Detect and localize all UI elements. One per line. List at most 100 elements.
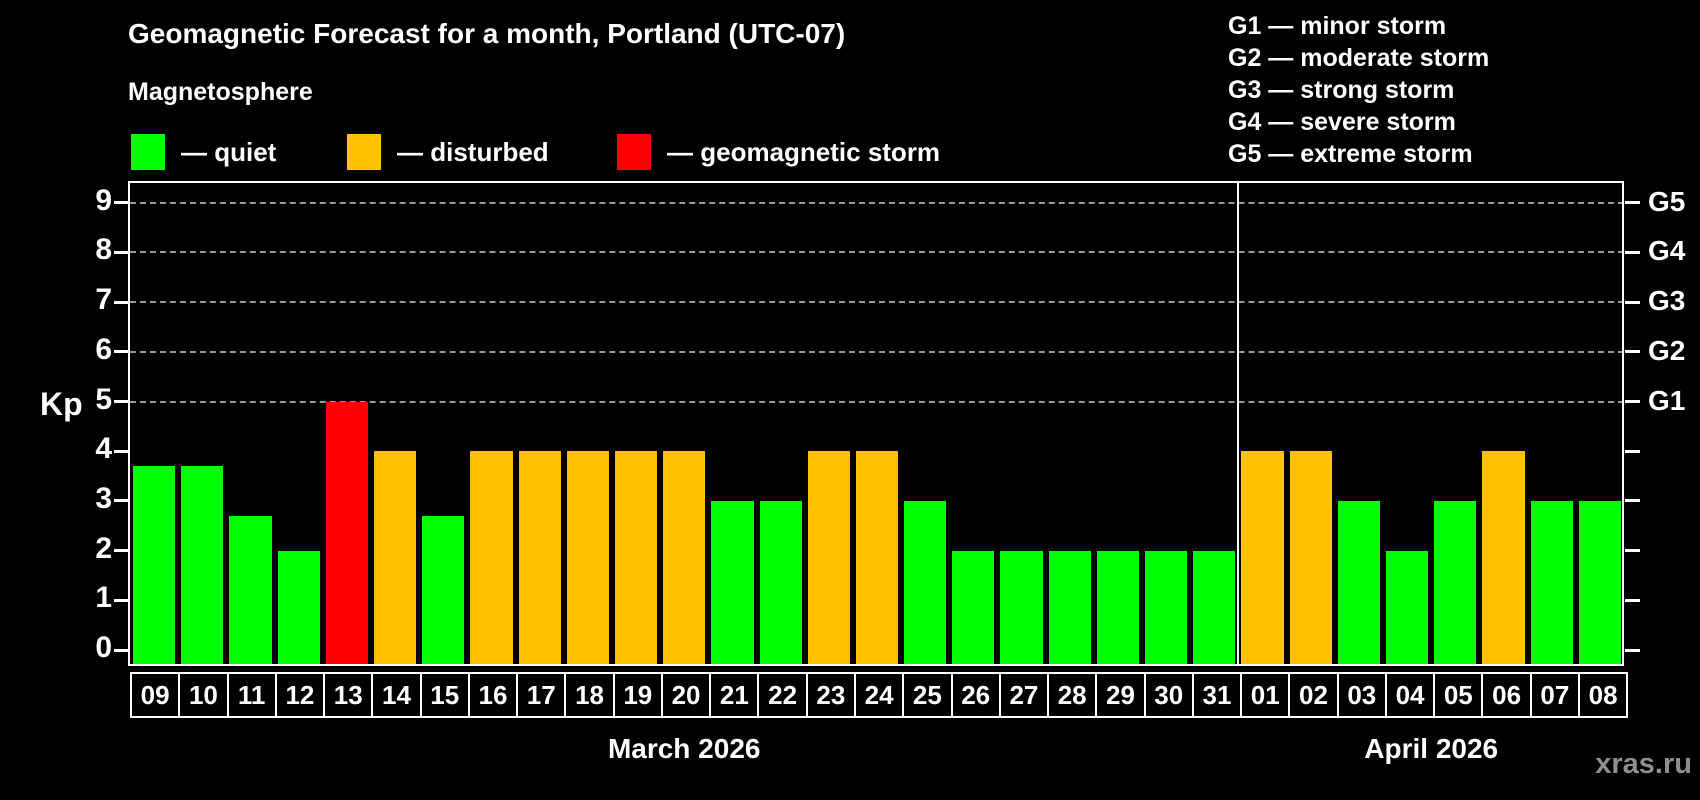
x-axis-day-row: 09 10 11 12 13 14 15 16 17 18 19 20 21 22 23 24 25 26 27 28… [130, 672, 1628, 718]
day-label-march-15: 15 [422, 674, 470, 716]
bar-march-09 [133, 466, 176, 664]
y-axis-tick-label-4: 4 [95, 432, 112, 466]
month-label-march: March 2026 [607, 733, 761, 764]
day-label-march-11: 11 [229, 674, 277, 716]
y-axis-tick-2 [114, 549, 129, 553]
gridline-kp6 [130, 350, 1624, 353]
gridline-kp9 [130, 201, 1624, 204]
day-label-march-09: 09 [132, 674, 181, 716]
y-axis-tick-7 [114, 300, 129, 304]
bar-april-06 [1482, 451, 1525, 664]
bar-march-10 [181, 466, 224, 664]
watermark: xras.ru [1595, 748, 1692, 780]
bar-march-21 [711, 500, 754, 664]
bar-april-07 [1530, 500, 1573, 664]
day-label-march-18: 18 [566, 674, 615, 716]
g-scale-label-g2: G2 [1648, 334, 1686, 366]
storm-scale-legend: G1 — minor storm G2 — moderate storm G3 — … [1228, 10, 1489, 170]
bar-march-12 [277, 550, 320, 664]
y-axis-tick-label-1: 1 [95, 581, 112, 615]
y-axis-tick-0 [114, 648, 129, 652]
right-axis-tick-3 [1625, 499, 1640, 503]
storm-scale-item-g1: G1 — minor storm [1228, 12, 1447, 40]
right-axis-tick-6 [1625, 350, 1640, 354]
day-label-march-28: 28 [1049, 674, 1098, 716]
right-axis-tick-9 [1625, 201, 1640, 205]
g-scale-label-g5: G5 [1648, 185, 1686, 217]
day-label-april-07: 07 [1532, 674, 1580, 716]
y-axis-tick-label-0: 0 [95, 631, 112, 664]
day-label-april-06: 06 [1483, 674, 1532, 716]
legend-label-quiet: — quiet [181, 136, 277, 167]
bar-march-16 [470, 451, 513, 664]
bar-march-19 [614, 451, 658, 664]
day-label-march-31: 31 [1194, 674, 1243, 716]
legend-item-storm: — geomagnetic storm [617, 134, 940, 170]
day-label-march-19: 19 [615, 674, 663, 716]
bar-march-25 [904, 500, 947, 664]
gridline-kp5 [130, 400, 1624, 403]
y-axis-tick-label-2: 2 [95, 531, 112, 565]
y-axis-tick-1 [114, 598, 129, 602]
bar-march-15 [422, 515, 465, 664]
bar-march-28 [1048, 550, 1091, 664]
day-label-march-22: 22 [759, 674, 808, 716]
day-label-march-26: 26 [953, 674, 1001, 716]
day-label-march-23: 23 [808, 674, 856, 716]
magnetosphere-label: Magnetosphere [128, 78, 313, 106]
day-label-march-30: 30 [1146, 674, 1194, 716]
day-label-march-17: 17 [518, 674, 567, 716]
day-label-march-12: 12 [277, 674, 326, 716]
y-axis-tick-label-9: 9 [95, 183, 112, 217]
bar-march-17 [518, 451, 561, 664]
bar-march-11 [229, 515, 272, 664]
bar-march-30 [1145, 550, 1188, 664]
y-axis-tick-label-7: 7 [95, 283, 112, 317]
bar-april-04 [1386, 550, 1429, 664]
day-label-april-02: 02 [1290, 674, 1339, 716]
month-label-april: April 2026 [1364, 733, 1499, 764]
legend-swatch-quiet [131, 134, 165, 170]
day-label-march-24: 24 [856, 674, 905, 716]
day-label-march-10: 10 [180, 674, 229, 716]
g-scale-label-g3: G3 [1648, 285, 1686, 317]
storm-scale-item-g4: G4 — severe storm [1228, 108, 1456, 136]
y-axis-tick-6 [114, 350, 129, 354]
bar-march-18 [566, 451, 609, 664]
y-axis-tick-3 [114, 499, 129, 503]
bar-march-31 [1193, 550, 1236, 664]
right-axis-tick-5 [1625, 400, 1640, 403]
day-label-march-20: 20 [663, 674, 712, 716]
bar-march-29 [1096, 550, 1140, 664]
bar-april-03 [1337, 500, 1381, 664]
bar-march-13 [325, 401, 368, 664]
y-axis-tick-label-8: 8 [95, 233, 112, 267]
gridline-kp8 [130, 251, 1624, 254]
legend-item-quiet: — quiet [131, 134, 276, 170]
bar-april-01 [1241, 451, 1284, 664]
y-axis-tick-9 [114, 201, 129, 205]
legend-label-disturbed: — disturbed [397, 136, 549, 167]
y-axis-tick-label-6: 6 [95, 332, 112, 366]
bar-march-26 [952, 550, 995, 664]
day-label-march-25: 25 [904, 674, 953, 716]
right-axis-tick-4 [1625, 449, 1640, 453]
legend-item-disturbed: — disturbed [347, 134, 549, 170]
bar-april-02 [1289, 451, 1332, 664]
kp-axis-title: Kp [40, 386, 83, 422]
right-axis-tick-7 [1625, 300, 1640, 304]
day-label-april-05: 05 [1435, 674, 1484, 716]
bar-march-22 [759, 500, 802, 664]
legend-swatch-disturbed [347, 134, 381, 170]
y-axis-tick-5 [114, 400, 129, 403]
y-axis-tick-label-3: 3 [95, 481, 112, 515]
g-scale-label-g4: G4 [1648, 235, 1686, 267]
day-label-april-08: 08 [1588, 679, 1618, 710]
day-label-april-03: 03 [1339, 674, 1387, 716]
y-axis-tick-label-5: 5 [95, 382, 112, 416]
storm-scale-item-g2: G2 — moderate storm [1228, 44, 1490, 72]
day-label-april-04: 04 [1387, 674, 1436, 716]
y-axis-tick-8 [114, 250, 129, 254]
bar-april-05 [1434, 500, 1477, 664]
